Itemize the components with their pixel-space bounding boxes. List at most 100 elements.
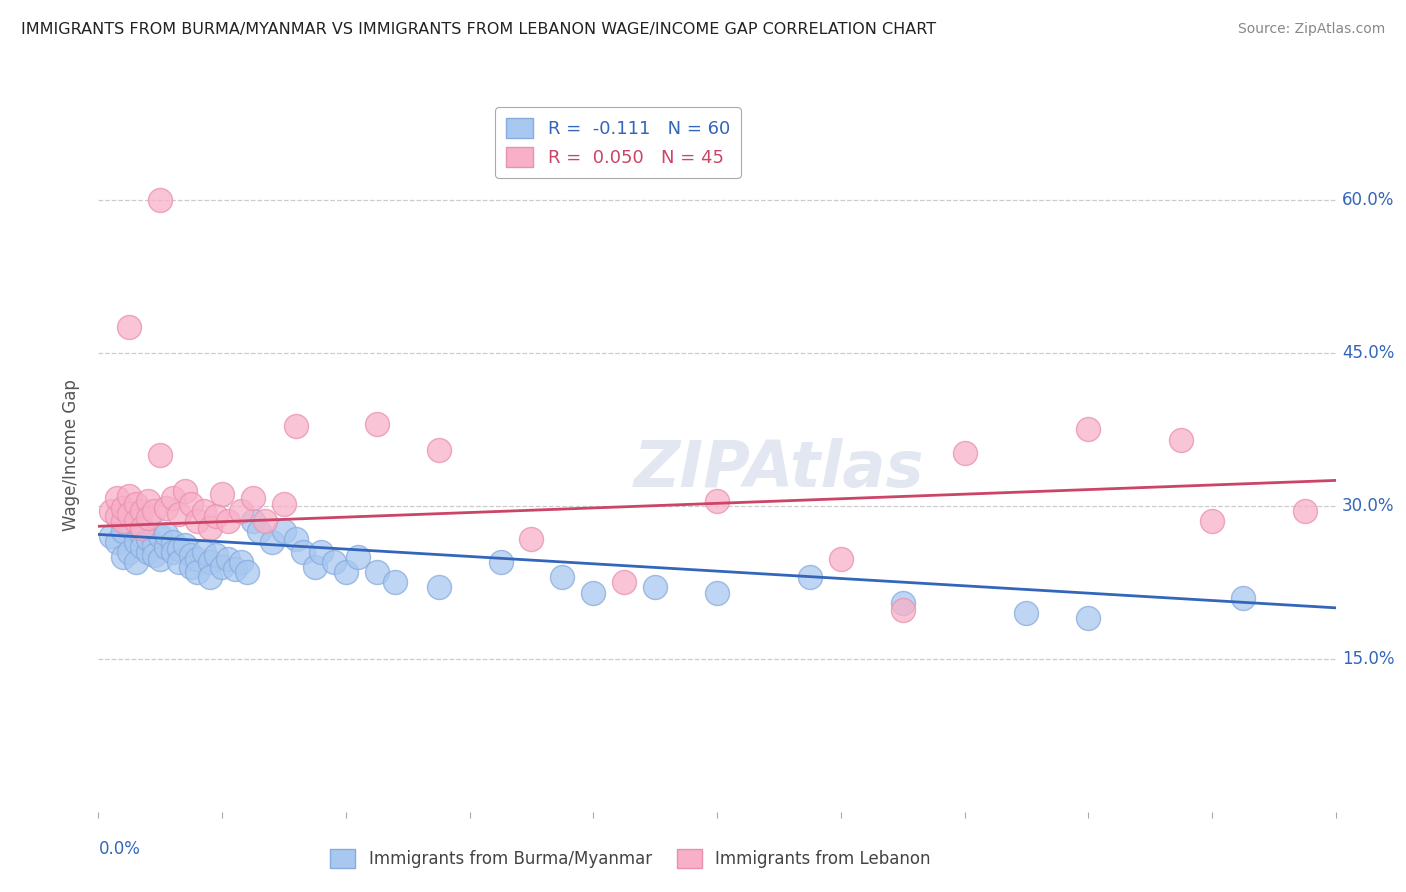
Point — [180, 497, 202, 511]
Point — [167, 507, 190, 521]
Point — [347, 549, 370, 564]
Point — [186, 514, 208, 528]
Point — [489, 555, 512, 569]
Point — [1077, 422, 1099, 436]
Point — [112, 500, 135, 515]
Text: IMMIGRANTS FROM BURMA/MYANMAR VS IMMIGRANTS FROM LEBANON WAGE/INCOME GAP CORRELA: IMMIGRANTS FROM BURMA/MYANMAR VS IMMIGRA… — [21, 22, 936, 37]
Point — [551, 570, 574, 584]
Point — [273, 497, 295, 511]
Point — [242, 491, 264, 505]
Point — [1170, 433, 1192, 447]
Point — [211, 560, 233, 574]
Point — [236, 565, 259, 579]
Point — [224, 562, 246, 576]
Point — [180, 548, 202, 562]
Point — [131, 529, 153, 543]
Point — [100, 529, 122, 543]
Point — [242, 514, 264, 528]
Point — [309, 545, 332, 559]
Point — [100, 504, 122, 518]
Point — [136, 493, 159, 508]
Text: 45.0%: 45.0% — [1341, 344, 1395, 362]
Point — [186, 565, 208, 579]
Point — [112, 514, 135, 528]
Point — [112, 549, 135, 564]
Point — [706, 493, 728, 508]
Point — [174, 538, 197, 552]
Point — [198, 521, 221, 535]
Point — [217, 552, 239, 566]
Point — [118, 507, 141, 521]
Point — [143, 504, 166, 518]
Point — [118, 489, 141, 503]
Text: 30.0%: 30.0% — [1341, 497, 1395, 515]
Point — [124, 514, 146, 528]
Point — [118, 320, 141, 334]
Point — [217, 514, 239, 528]
Text: Source: ZipAtlas.com: Source: ZipAtlas.com — [1237, 22, 1385, 37]
Point — [285, 419, 308, 434]
Point — [193, 545, 215, 559]
Point — [953, 446, 976, 460]
Point — [136, 532, 159, 546]
Point — [174, 483, 197, 498]
Point — [162, 491, 184, 505]
Point — [229, 555, 252, 569]
Point — [186, 552, 208, 566]
Point — [105, 534, 128, 549]
Point — [366, 417, 388, 432]
Legend: Immigrants from Burma/Myanmar, Immigrants from Lebanon: Immigrants from Burma/Myanmar, Immigrant… — [323, 843, 938, 875]
Point — [229, 504, 252, 518]
Point — [162, 534, 184, 549]
Point — [193, 504, 215, 518]
Point — [799, 570, 821, 584]
Point — [254, 514, 277, 528]
Point — [1201, 514, 1223, 528]
Point — [155, 500, 177, 515]
Point — [273, 524, 295, 539]
Point — [118, 519, 141, 533]
Point — [613, 575, 636, 590]
Point — [180, 560, 202, 574]
Point — [124, 534, 146, 549]
Point — [149, 529, 172, 543]
Point — [247, 524, 270, 539]
Point — [427, 442, 450, 457]
Point — [285, 532, 308, 546]
Point — [260, 534, 283, 549]
Point — [131, 504, 153, 518]
Point — [304, 560, 326, 574]
Point — [118, 545, 141, 559]
Point — [198, 555, 221, 569]
Point — [891, 596, 914, 610]
Point — [155, 527, 177, 541]
Point — [105, 509, 128, 524]
Point — [1232, 591, 1254, 605]
Point — [124, 555, 146, 569]
Point — [1015, 606, 1038, 620]
Point — [205, 548, 228, 562]
Point — [124, 497, 146, 511]
Point — [891, 603, 914, 617]
Point — [149, 552, 172, 566]
Point — [149, 448, 172, 462]
Point — [143, 548, 166, 562]
Point — [706, 585, 728, 599]
Point — [149, 193, 172, 207]
Point — [105, 491, 128, 505]
Point — [198, 570, 221, 584]
Point — [136, 545, 159, 559]
Point — [520, 532, 543, 546]
Point — [131, 521, 153, 535]
Point — [155, 540, 177, 554]
Point — [211, 486, 233, 500]
Point — [1294, 504, 1316, 518]
Point — [291, 545, 314, 559]
Point — [384, 575, 406, 590]
Text: 15.0%: 15.0% — [1341, 649, 1395, 668]
Point — [136, 511, 159, 525]
Point — [1077, 611, 1099, 625]
Point — [205, 509, 228, 524]
Point — [167, 555, 190, 569]
Point — [167, 541, 190, 556]
